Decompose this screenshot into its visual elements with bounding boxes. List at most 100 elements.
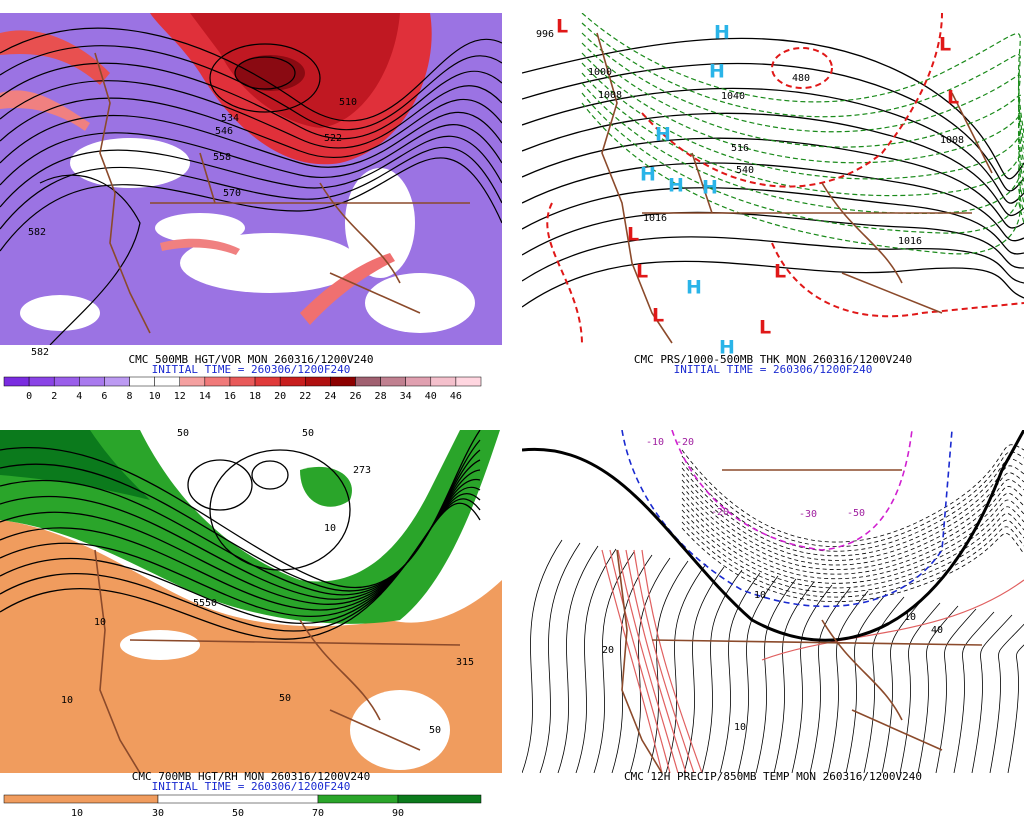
- temp-contour: [593, 551, 635, 773]
- height-contour: [0, 146, 502, 230]
- pressure-center: H: [655, 124, 671, 146]
- temp-contour: [681, 497, 1024, 580]
- contour-label: 1016: [643, 213, 667, 224]
- precip-contour: [609, 549, 671, 773]
- panel-subtitle: INITIAL TIME = 260306/1200F240: [674, 363, 873, 376]
- pressure-center: H: [668, 175, 684, 197]
- temp-contour: [557, 545, 599, 773]
- temp-contour: [647, 560, 689, 773]
- precip-contour: [761, 579, 1024, 661]
- height-contour: [0, 111, 502, 168]
- colorbar-label: 4: [76, 391, 82, 402]
- temp-contour: [683, 566, 725, 773]
- thickness-line: [581, 42, 1024, 164]
- map-shape: [651, 469, 983, 751]
- map-precip-temp: [522, 430, 1024, 773]
- pressure-center: L: [556, 16, 568, 38]
- panel-title: CMC PRS/1000-500MB THK MON 260316/1200V2…: [634, 353, 912, 366]
- height-contour: [251, 460, 289, 490]
- map-shape: [155, 213, 245, 243]
- panel-subtitle: INITIAL TIME = 260306/1200F240: [152, 780, 351, 793]
- isobar: [522, 137, 1024, 229]
- map-500mb: [0, 13, 502, 345]
- precip-contour: [601, 549, 663, 773]
- isobar: [522, 87, 1024, 204]
- colorbar-label: 40: [425, 391, 437, 402]
- colorbar-swatch: [229, 376, 256, 387]
- colorbar-label: 18: [249, 391, 261, 402]
- colorbar-swatch: [28, 376, 55, 387]
- pressure-center: H: [640, 164, 656, 186]
- precip-contour: [633, 549, 695, 773]
- temp-contour: [719, 572, 761, 773]
- colorbar-swatch: [104, 376, 130, 387]
- temp-contour: [539, 542, 581, 773]
- contour-label: 558: [213, 152, 231, 163]
- temp-contour: [681, 491, 1024, 575]
- map-shape: [522, 430, 1024, 642]
- contour-label: 516: [731, 143, 749, 154]
- thickness-line: [581, 92, 1024, 234]
- colorbar-label: 24: [324, 391, 336, 402]
- colorbar-label: 46: [450, 391, 462, 402]
- colorbar-swatch: [455, 376, 482, 387]
- contour-label: -20: [711, 507, 729, 518]
- colorbar-swatch: [305, 376, 331, 387]
- thickness-line: [581, 102, 1024, 255]
- temp-contour: [701, 569, 743, 773]
- pressure-center: L: [759, 317, 771, 339]
- map-shape: [94, 52, 151, 334]
- contour-label: -50: [847, 508, 865, 519]
- colorbar-label: 50: [232, 808, 244, 819]
- map-shape: [596, 32, 673, 344]
- height-contour: [0, 97, 502, 159]
- map-shape: [150, 152, 470, 314]
- contour-label: 1008: [940, 135, 964, 146]
- contour-label: 540: [736, 165, 754, 176]
- contour-label: 10: [754, 590, 766, 601]
- height-contour: [39, 174, 141, 345]
- contour-label: 315: [456, 657, 474, 668]
- contour-label: -30: [799, 509, 817, 520]
- contour-label: 5550: [193, 598, 217, 609]
- map-shape: [94, 549, 141, 773]
- precip-contour: [641, 549, 703, 773]
- pressure-center: H: [719, 337, 735, 359]
- height-contour: [0, 486, 481, 617]
- colorbar-swatch: [380, 376, 406, 387]
- map-shape: [0, 430, 481, 640]
- temp-contour: [681, 515, 1024, 593]
- colorbar-label: 12: [174, 391, 186, 402]
- colorbar-swatch: [317, 794, 399, 804]
- temp-contour: [953, 611, 995, 773]
- pressure-center: L: [939, 34, 951, 56]
- colorbar-label: 8: [127, 391, 133, 402]
- temp-contour: [989, 623, 1024, 773]
- thickness-line: [581, 52, 1024, 174]
- temp-contour: [791, 584, 833, 773]
- height-contour: [209, 43, 321, 113]
- colorbar-swatch: [3, 376, 30, 387]
- temp-contour: [1007, 644, 1024, 773]
- map-shape: [120, 630, 200, 660]
- pressure-center: H: [714, 22, 730, 44]
- contour-label: 510: [339, 97, 357, 108]
- height-contour: [234, 56, 296, 90]
- thickness-line: [581, 32, 1024, 154]
- height-contour: [0, 124, 502, 186]
- height-contour: [0, 45, 502, 131]
- isobar: [522, 236, 1024, 284]
- colorbar-swatch: [79, 376, 105, 387]
- isobar: [522, 112, 1024, 217]
- temp-contour: [737, 575, 779, 773]
- precip-contour: [625, 549, 687, 773]
- colorbar-swatch: [355, 376, 381, 387]
- colorbar-label: 16: [224, 391, 236, 402]
- contour-label: 1040: [721, 91, 745, 102]
- panel-title: CMC 700MB HGT/RH MON 260316/1200V240: [132, 770, 370, 783]
- colorbar-swatch: [53, 376, 80, 387]
- contour-label: 534: [221, 113, 239, 124]
- map-shape: [522, 430, 1024, 773]
- colorbar-label: 26: [349, 391, 361, 402]
- temp-contour: [681, 503, 1024, 584]
